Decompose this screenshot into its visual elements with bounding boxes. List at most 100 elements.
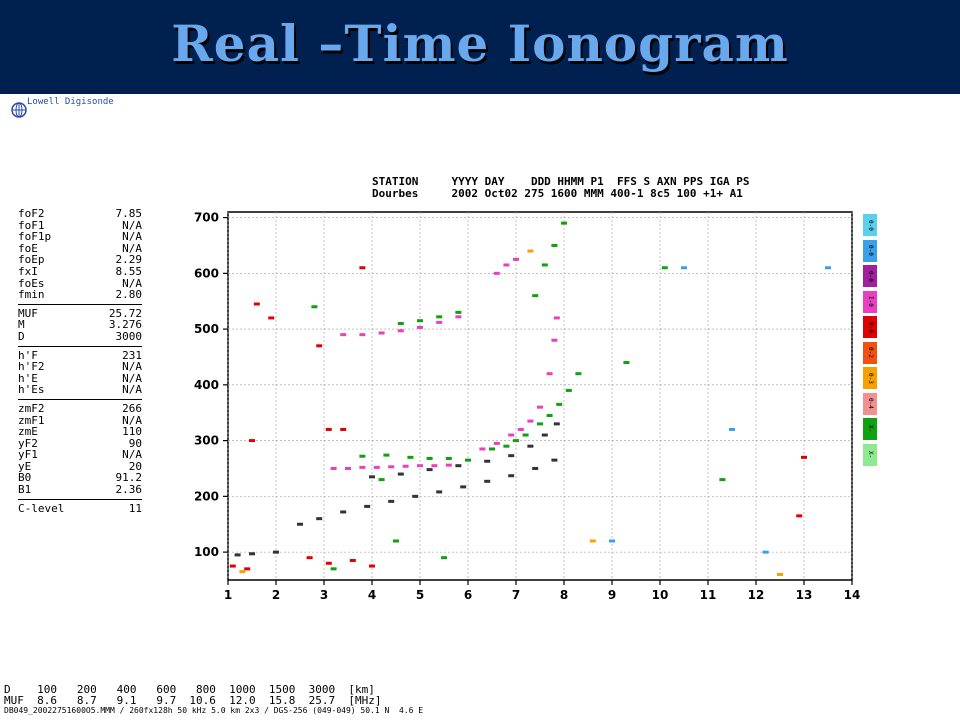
param-name: M [18, 318, 25, 332]
data-point [436, 315, 443, 319]
param-row: foEp 2.29 [18, 254, 142, 266]
legend-item: 0-4 [863, 392, 877, 415]
data-point [268, 316, 275, 320]
data-point [229, 564, 236, 568]
data-point [340, 427, 347, 431]
data-point [489, 447, 495, 451]
data-point [508, 454, 515, 458]
x-tick-label: 11 [700, 588, 717, 602]
data-point [445, 463, 452, 467]
param-separator [18, 498, 142, 500]
data-point [397, 329, 404, 333]
data-point [551, 338, 558, 342]
data-point [513, 257, 519, 261]
legend-item: 0-0 [863, 265, 877, 287]
header-values: Dourbes 2002 Oct02 275 1600 MMM 400-1 8c… [372, 187, 743, 200]
param-name: zmE [18, 425, 38, 439]
param-value: 20 [128, 459, 142, 473]
param-name: h'F2 [18, 360, 45, 374]
data-point [388, 465, 395, 469]
x-tick-label: 2 [272, 588, 280, 602]
data-point [426, 456, 433, 460]
data-point [397, 322, 404, 326]
param-value: 110 [122, 425, 142, 439]
param-row: h'Es N/A [18, 384, 142, 396]
param-row: foF2 7.85 [18, 208, 142, 220]
param-separator [18, 398, 142, 400]
data-point [378, 478, 385, 482]
param-name: D [18, 329, 25, 343]
legend-item: X- [863, 418, 877, 440]
data-point [729, 427, 735, 431]
param-value: 231 [122, 348, 142, 362]
data-point [762, 550, 769, 554]
y-tick-label: 300 [194, 434, 219, 448]
data-point [249, 439, 255, 443]
param-value: N/A [122, 383, 142, 397]
data-point [589, 539, 596, 543]
data-point [455, 310, 462, 314]
data-point [537, 405, 543, 409]
param-row: h'F2 N/A [18, 361, 142, 373]
x-tick-label: 6 [464, 588, 472, 602]
data-point [532, 294, 539, 298]
param-value: 2.29 [115, 253, 143, 267]
data-point [249, 552, 255, 556]
data-point [407, 455, 414, 459]
param-value: 8.55 [115, 264, 143, 278]
param-value: 266 [122, 401, 142, 415]
data-point [412, 494, 419, 498]
legend-item: 0-3 [863, 367, 877, 389]
data-point [661, 266, 668, 270]
data-point [436, 320, 443, 324]
data-point [378, 331, 385, 335]
data-point [493, 441, 500, 445]
data-point [484, 459, 491, 463]
data-point [364, 504, 371, 508]
data-point [508, 474, 515, 478]
data-point [402, 464, 409, 468]
data-point [561, 221, 567, 225]
param-separator [18, 303, 142, 305]
data-point [273, 550, 279, 554]
data-point [479, 447, 486, 451]
data-point [527, 249, 534, 253]
x-tick-label: 14 [844, 588, 861, 602]
data-point [546, 372, 553, 376]
y-tick-label: 100 [194, 545, 219, 559]
param-row: foE N/A [18, 243, 142, 255]
data-point [239, 570, 246, 574]
data-point [465, 458, 471, 462]
data-point [517, 427, 524, 431]
param-name: h'E [18, 371, 38, 385]
param-name: foE [18, 241, 38, 255]
data-point [441, 556, 447, 560]
data-point [777, 572, 783, 576]
param-value: 3000 [115, 329, 143, 343]
param-row: B1 2.36 [18, 484, 142, 496]
param-row: MUF 25.72 [18, 308, 142, 320]
param-name: foF1p [18, 230, 52, 244]
data-point [330, 466, 337, 470]
data-point [455, 315, 462, 319]
data-point [325, 427, 332, 431]
data-point [455, 464, 462, 468]
y-tick-label: 500 [194, 322, 219, 336]
legend-item: 0-0 [863, 214, 877, 236]
legend-item: X- [863, 443, 877, 466]
param-name: MUF [18, 306, 38, 320]
logo-text: Lowell Digisonde [27, 97, 114, 107]
param-value: 2.36 [115, 483, 143, 497]
param-row: fxI 8.55 [18, 266, 142, 278]
y-tick-label: 600 [194, 266, 219, 280]
legend-item: I-0 [863, 290, 877, 313]
data-point [359, 333, 366, 337]
param-value: 11 [128, 501, 142, 515]
data-point [306, 556, 313, 560]
param-row: yF1 N/A [18, 449, 142, 461]
globe-icon [11, 102, 27, 118]
data-point [417, 319, 423, 323]
param-name: h'F [18, 348, 38, 362]
x-tick-label: 13 [796, 588, 813, 602]
param-value: 90 [128, 436, 142, 450]
